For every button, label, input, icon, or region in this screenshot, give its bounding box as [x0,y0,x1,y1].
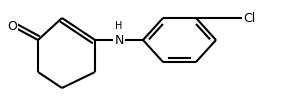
Text: Cl: Cl [243,12,255,25]
Text: H: H [115,21,123,31]
Text: N: N [114,33,124,46]
Text: O: O [7,20,17,32]
